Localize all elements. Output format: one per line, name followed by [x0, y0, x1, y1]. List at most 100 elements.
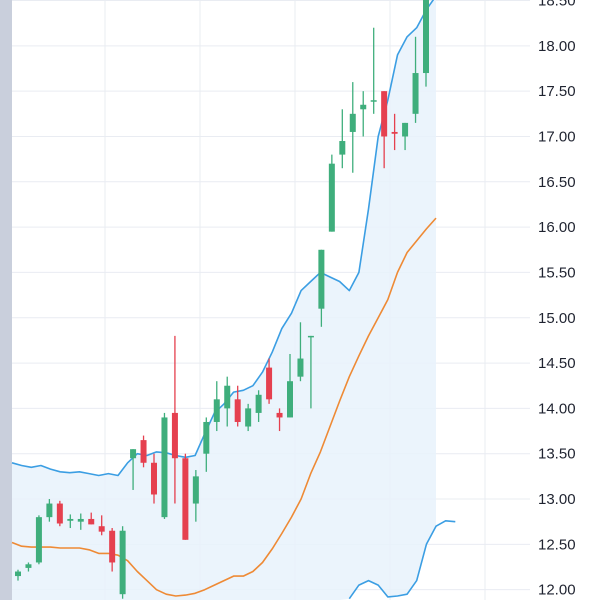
y-tick-label: 17.50	[538, 83, 576, 100]
candle-body	[203, 421, 210, 454]
candle	[391, 113, 398, 151]
candle	[140, 435, 147, 468]
candle	[245, 403, 252, 432]
candle	[381, 91, 388, 169]
candle	[67, 514, 74, 529]
y-tick-label: 14.00	[538, 400, 576, 417]
candle	[339, 109, 346, 169]
candle	[276, 408, 283, 432]
band-upper-line	[11, 0, 435, 477]
candle	[35, 515, 42, 565]
candle-body	[234, 399, 241, 422]
y-tick-label: 12.50	[538, 536, 576, 553]
y-tick-label: 13.50	[538, 446, 576, 463]
candle-body	[245, 408, 252, 427]
candle	[423, 0, 429, 87]
candle	[161, 412, 168, 519]
band-fill	[12, 0, 436, 600]
candle	[151, 453, 157, 504]
candle	[402, 122, 409, 151]
candle-body	[67, 518, 74, 521]
candle-body	[77, 518, 84, 522]
candle-body	[349, 113, 356, 132]
candle-body	[339, 141, 346, 155]
bollinger-band	[11, 0, 456, 600]
candle	[318, 249, 325, 327]
y-tick-label: 16.00	[538, 219, 576, 236]
candle	[349, 82, 356, 173]
candle-body	[35, 517, 42, 563]
candle-body	[151, 462, 157, 495]
y-tick-label: 17.00	[538, 128, 576, 145]
candle-body	[266, 367, 273, 400]
candle-body	[287, 381, 293, 418]
left-edge-strip	[0, 0, 12, 600]
y-tick-label: 14.50	[538, 355, 576, 372]
candle	[192, 470, 199, 522]
candle	[360, 91, 367, 137]
candle	[234, 385, 241, 427]
candle	[77, 513, 84, 530]
candle-body	[25, 564, 32, 568]
candle	[46, 499, 53, 522]
candle	[15, 569, 21, 581]
candle-body	[15, 571, 21, 577]
candle	[370, 27, 377, 114]
candle-body	[318, 249, 325, 309]
candle	[412, 36, 419, 123]
candle-body	[224, 385, 231, 409]
candles	[15, 0, 429, 599]
y-tick-label: 15.50	[538, 264, 576, 281]
candle-body	[297, 358, 304, 377]
candle-body	[88, 518, 95, 525]
candle-body	[56, 503, 63, 524]
candle-body	[360, 104, 367, 110]
band-basis-line	[11, 217, 437, 597]
candle	[56, 500, 63, 527]
candle-body	[109, 530, 116, 563]
candle-body	[46, 503, 53, 518]
candle	[307, 335, 314, 409]
candle-body	[182, 458, 189, 540]
y-tick-label: 18.00	[538, 38, 576, 55]
candle-body	[423, 0, 429, 74]
candle	[88, 512, 95, 525]
candle-body	[171, 412, 178, 459]
candle-body	[119, 530, 126, 595]
band-lower-line	[348, 519, 456, 600]
candle-body	[130, 449, 137, 459]
candle-body	[140, 440, 147, 463]
y-tick-label: 13.00	[538, 491, 576, 508]
y-tick-label: 16.50	[538, 174, 576, 191]
candle	[266, 358, 273, 404]
candle-body	[328, 163, 335, 232]
candle-body	[412, 73, 419, 114]
candle	[255, 390, 262, 422]
candle-body	[402, 122, 409, 137]
candle	[297, 322, 304, 382]
candle	[171, 335, 178, 504]
candle	[287, 354, 293, 418]
candle-body	[276, 412, 283, 418]
candle	[119, 526, 126, 599]
candle-body	[370, 100, 377, 102]
candle	[98, 515, 105, 536]
candle	[109, 528, 116, 572]
candle-body	[391, 131, 398, 134]
candle-body	[381, 91, 388, 137]
candle	[203, 417, 210, 472]
candle	[328, 154, 335, 232]
candle-body	[255, 394, 262, 413]
y-tick-label: 15.00	[538, 310, 576, 327]
candle-body	[98, 526, 105, 532]
candle-body	[307, 335, 314, 338]
y-tick-label: 18.50	[538, 0, 576, 10]
candle-body	[192, 476, 199, 504]
candle	[182, 453, 189, 540]
y-axis[interactable]: 12.00 12.50 13.00 13.50 14.00 14.50 15.00 15.50…	[538, 0, 576, 599]
candle	[130, 449, 137, 490]
candle	[25, 562, 32, 572]
candle-body	[213, 399, 220, 422]
